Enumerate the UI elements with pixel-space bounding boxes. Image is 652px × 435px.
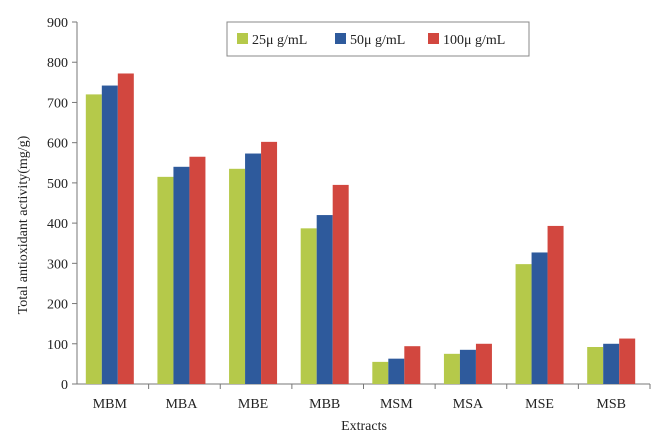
bar-msm-series-3 xyxy=(404,346,421,384)
y-tick-label: 100 xyxy=(47,338,68,353)
legend-swatch xyxy=(237,33,248,44)
bar-mbb-series-2 xyxy=(316,215,333,384)
y-tick-label: 800 xyxy=(47,56,68,71)
y-tick-label: 0 xyxy=(61,378,68,393)
bar-mba-series-3 xyxy=(189,156,206,384)
x-axis-label: Extracts xyxy=(341,419,387,434)
bar-msb-series-1 xyxy=(587,346,604,384)
bar-mbe-series-2 xyxy=(245,153,262,384)
bar-msm-series-1 xyxy=(372,361,389,384)
legend-label: 25μ g/mL xyxy=(252,33,307,48)
x-tick-label: MBM xyxy=(93,397,128,412)
bar-mbe-series-3 xyxy=(261,141,278,384)
bar-mbm-series-3 xyxy=(117,73,134,385)
tick-labels: 0 100 200 300 400 500 600 700 800 900 MBM MBA MBE MBB… xyxy=(47,16,626,412)
bar-mbe-series-1 xyxy=(229,168,246,384)
bar-mse-series-2 xyxy=(531,252,548,384)
bar-mba-series-2 xyxy=(173,166,190,384)
legend-label: 100μ g/mL xyxy=(443,33,505,48)
y-tick-label: 700 xyxy=(47,96,68,111)
bar-mse-series-1 xyxy=(515,264,532,384)
bars xyxy=(85,73,636,385)
y-tick-label: 600 xyxy=(47,137,68,152)
bar-mse-series-3 xyxy=(547,225,564,384)
y-tick-label: 200 xyxy=(47,298,68,313)
y-tick-label: 900 xyxy=(47,16,68,31)
bar-msa-series-3 xyxy=(475,343,492,384)
bar-msa-series-2 xyxy=(459,349,476,384)
bar-mbm-series-1 xyxy=(85,94,102,385)
bar-msa-series-1 xyxy=(443,353,460,384)
bar-mbb-series-3 xyxy=(332,184,349,384)
y-tick-label: 400 xyxy=(47,217,68,232)
bar-mbm-series-2 xyxy=(101,85,118,384)
x-tick-label: MBE xyxy=(238,397,268,412)
x-tick-label: MSB xyxy=(596,397,626,412)
y-tick-label: 300 xyxy=(47,257,68,272)
x-tick-label: MSA xyxy=(453,397,484,412)
legend-box xyxy=(226,21,530,57)
y-axis-label: Total antioxidant activity(mg/g) xyxy=(16,135,31,314)
x-tick-label: MSM xyxy=(380,397,413,412)
x-tick-label: MBA xyxy=(165,397,198,412)
x-tick-label: MBB xyxy=(309,397,340,412)
bar-mba-series-1 xyxy=(157,176,174,384)
bar-msb-series-3 xyxy=(619,338,636,384)
x-tick-label: MSE xyxy=(525,397,554,412)
bar-msb-series-2 xyxy=(603,343,620,384)
y-tick-label: 500 xyxy=(47,177,68,192)
legend-swatch xyxy=(335,33,346,44)
legend: 25μ g/mL 50μ g/mL 100μ g/mL xyxy=(226,21,530,57)
bar-msm-series-2 xyxy=(388,358,405,384)
bar-mbb-series-1 xyxy=(300,228,317,384)
legend-label: 50μ g/mL xyxy=(350,33,405,48)
legend-swatch xyxy=(428,33,439,44)
